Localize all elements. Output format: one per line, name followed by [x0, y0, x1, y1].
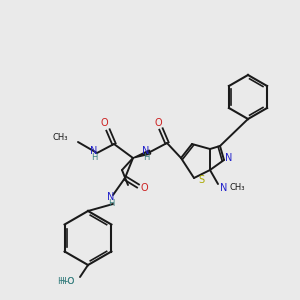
- Text: O: O: [100, 118, 108, 128]
- Text: H: H: [108, 200, 114, 208]
- Text: N: N: [90, 146, 98, 156]
- Text: H: H: [58, 277, 65, 286]
- Text: H: H: [143, 154, 149, 163]
- Text: -O: -O: [65, 277, 75, 286]
- Text: O: O: [140, 183, 148, 193]
- Text: O: O: [154, 118, 162, 128]
- Text: N: N: [225, 153, 233, 163]
- Text: H-O: H-O: [57, 277, 75, 286]
- Text: CH₃: CH₃: [230, 184, 245, 193]
- Polygon shape: [133, 150, 151, 158]
- Text: N: N: [220, 183, 228, 193]
- Text: S: S: [198, 175, 204, 185]
- Text: N: N: [107, 192, 115, 202]
- Text: CH₃: CH₃: [52, 134, 68, 142]
- Text: H: H: [91, 154, 97, 163]
- Text: N: N: [142, 146, 150, 156]
